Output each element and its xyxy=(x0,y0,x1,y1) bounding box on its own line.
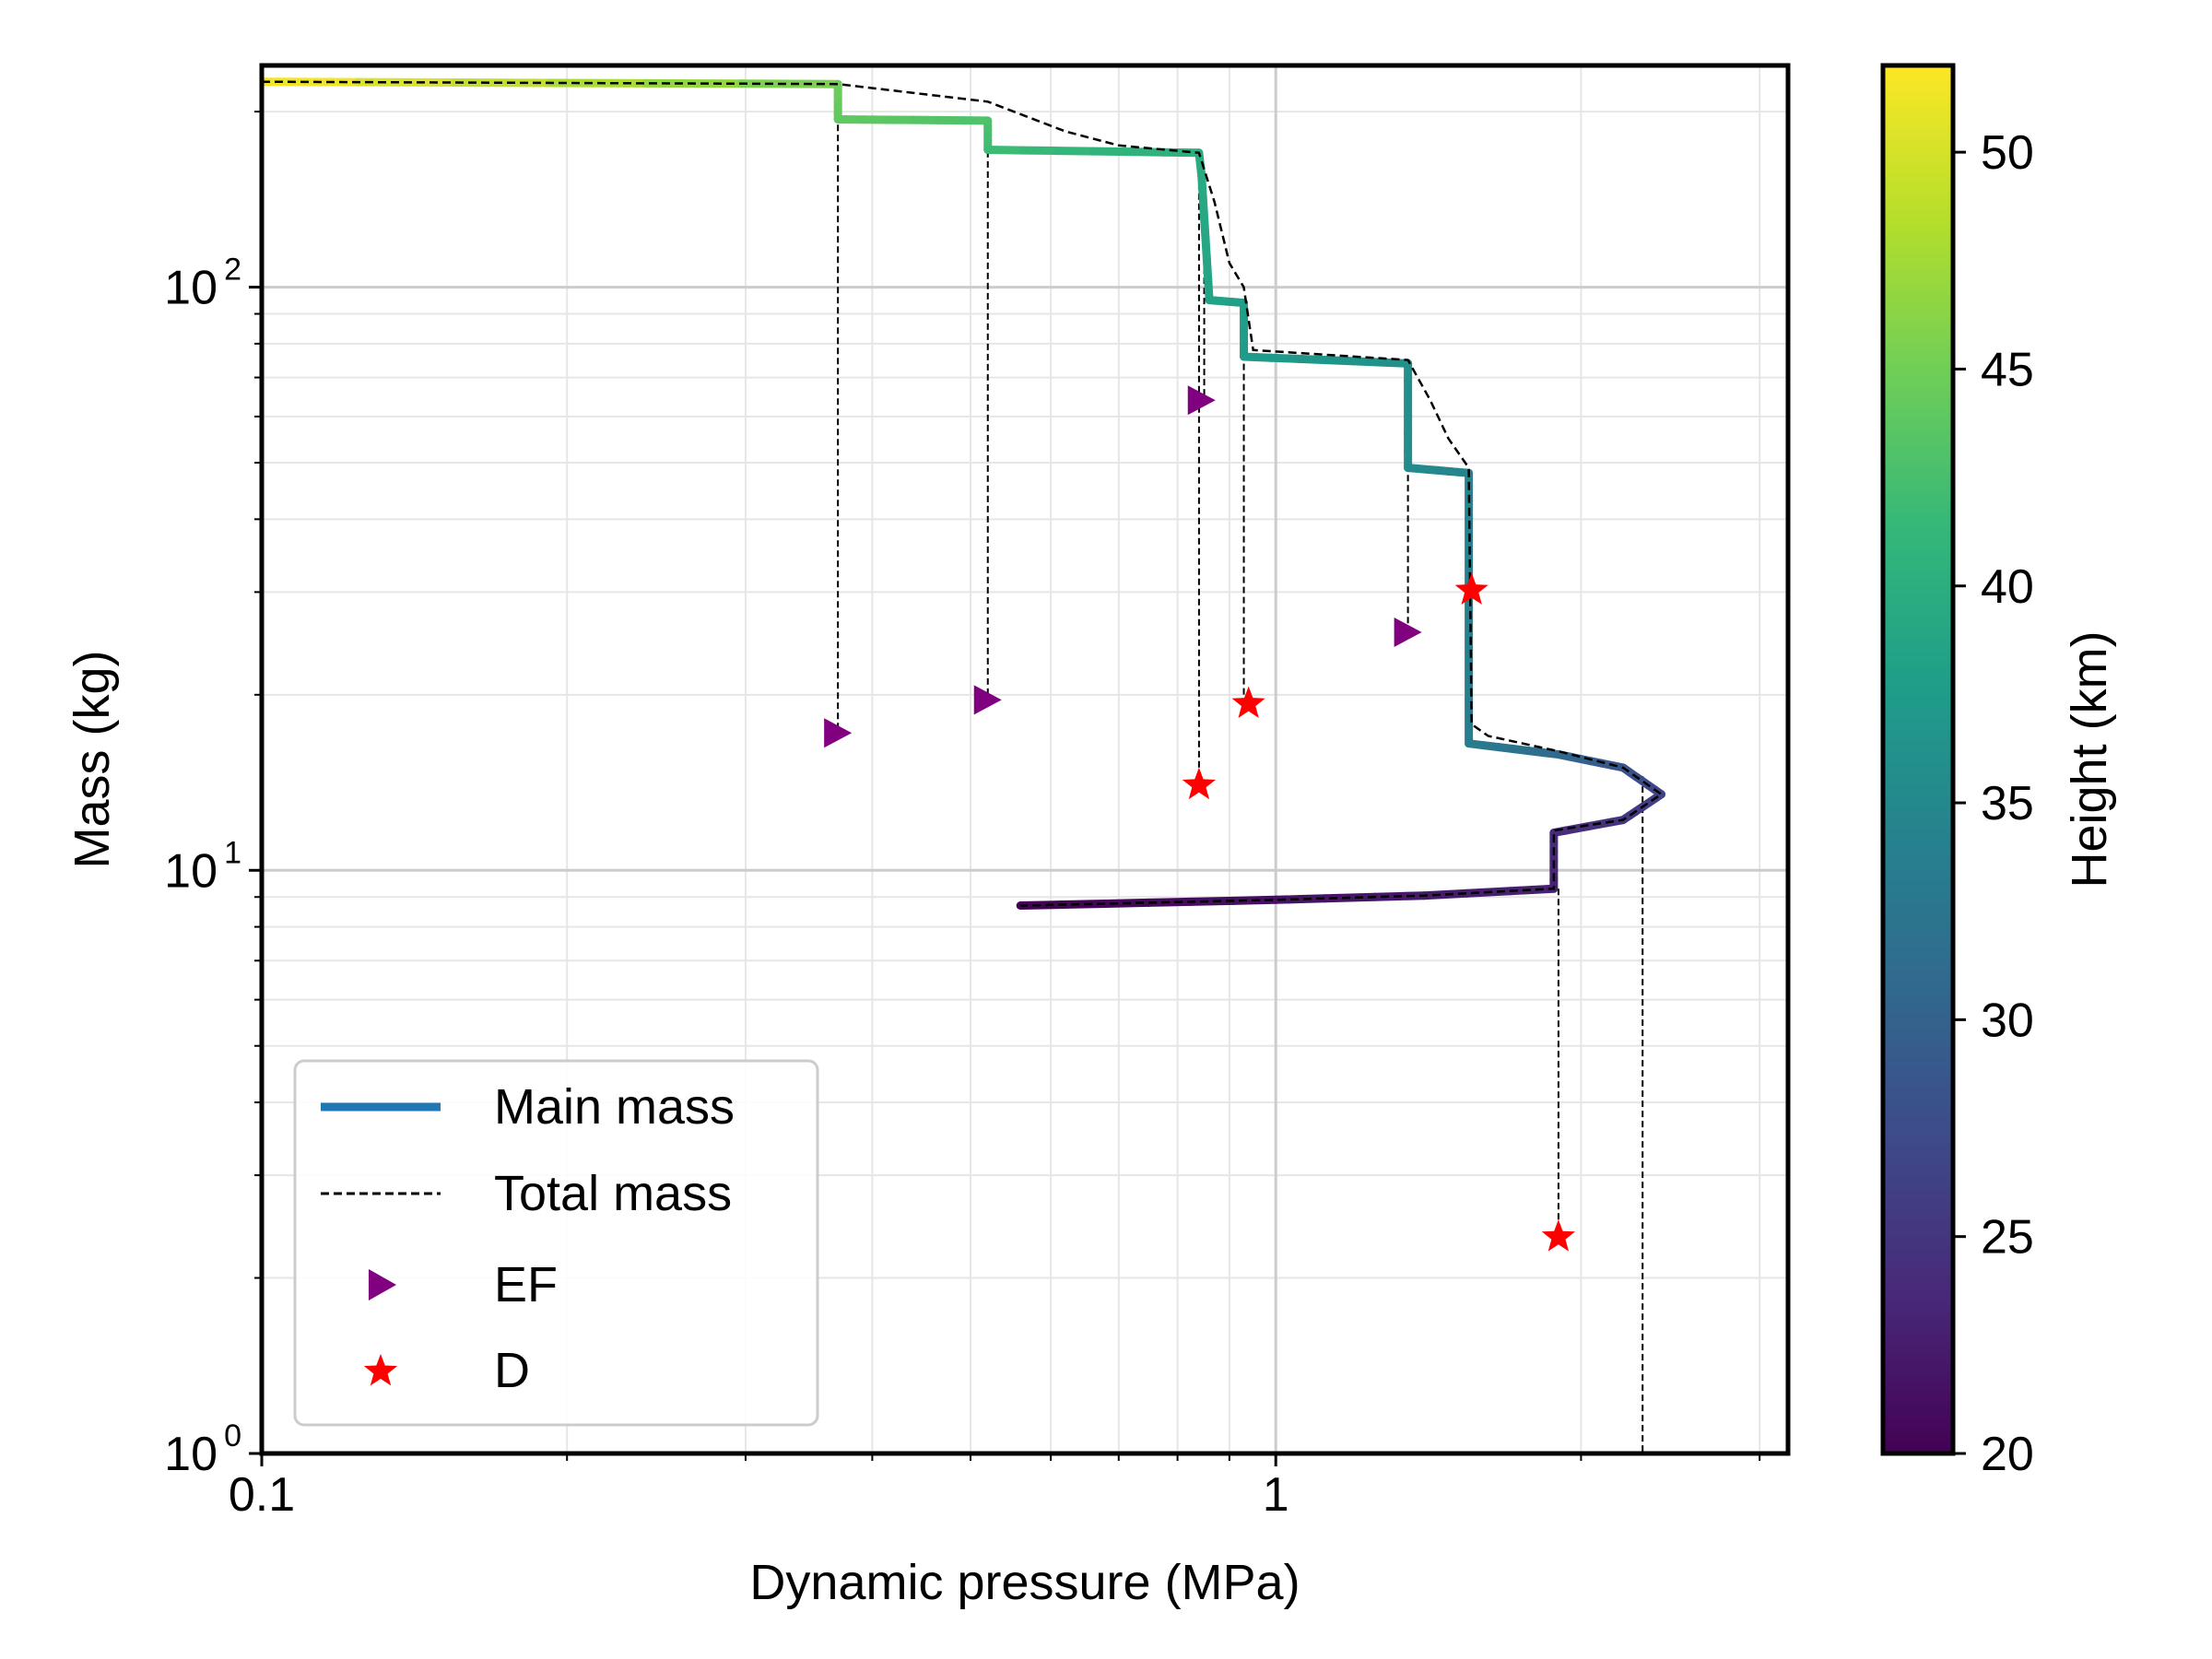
legend-main-mass-label: Main mass xyxy=(494,1079,735,1135)
d-marker xyxy=(1182,767,1216,800)
colorbar-frame xyxy=(1880,63,1956,1456)
y-tick-label: 10 xyxy=(164,262,218,315)
grid xyxy=(262,65,1788,1453)
y-tick-label: 10 xyxy=(164,1428,218,1481)
total-mass-line xyxy=(262,80,1664,907)
y-tick-exponent: 2 xyxy=(224,253,241,288)
colorbar: 20 25 30 35 40 45 50 Height (km) xyxy=(1880,63,2117,1481)
colorbar-tick-label: 35 xyxy=(1981,777,2034,830)
main-mass-segment xyxy=(1088,147,1134,157)
y-tick-exponent: 0 xyxy=(224,1418,241,1453)
main-mass-segment xyxy=(1053,147,1098,156)
legend-ef-marker xyxy=(369,1269,396,1300)
colorbar-tick-label: 40 xyxy=(1981,560,2034,614)
legend-ef-label: EF xyxy=(494,1257,558,1312)
legend-d-label: D xyxy=(494,1343,530,1398)
x-axis-label: Dynamic pressure (MPa) xyxy=(749,1555,1300,1610)
legend: Main mass Total mass EF D xyxy=(293,1059,819,1427)
colorbar-gradient xyxy=(1883,65,1953,1453)
colorbar-tick-label: 25 xyxy=(1981,1211,2034,1265)
colorbar-label: Height (km) xyxy=(2062,630,2117,888)
plot-frame xyxy=(259,63,1791,1456)
main-mass-segment xyxy=(1240,352,1276,362)
y-tick-label: 10 xyxy=(164,844,218,898)
main-mass-segment xyxy=(1159,147,1204,158)
x-tick-label: 1 xyxy=(1263,1468,1289,1522)
main-mass-segment xyxy=(1018,146,1063,156)
legend-d-marker xyxy=(363,1354,398,1386)
main-mass-segment xyxy=(1376,358,1413,368)
colorbar-tick-label: 50 xyxy=(1981,126,2034,180)
ef-marker xyxy=(973,685,1002,715)
d-marker xyxy=(1454,572,1488,605)
main-mass-segment xyxy=(1266,353,1303,363)
y-tick-exponent: 1 xyxy=(224,835,241,870)
ef-marker xyxy=(1394,617,1422,647)
y-axis-label: Mass (kg) xyxy=(65,650,120,868)
d-marker xyxy=(1231,686,1265,718)
colorbar-tick-label: 20 xyxy=(1981,1428,2034,1481)
ef-marker xyxy=(824,718,853,748)
main-mass-segment xyxy=(1348,357,1385,367)
main-mass-segment xyxy=(983,146,1028,155)
ef-marker xyxy=(1187,385,1216,416)
x-tick-label: 0.1 xyxy=(229,1468,295,1522)
colorbar-ticks: 20 25 30 35 40 45 50 xyxy=(1953,126,2034,1481)
legend-frame xyxy=(293,1059,819,1427)
total-mass-series xyxy=(262,80,1664,907)
event-markers xyxy=(824,385,1575,1252)
main-mass-segment xyxy=(1124,147,1169,157)
main-mass-segment xyxy=(1322,356,1358,366)
d-marker xyxy=(1541,1219,1575,1252)
legend-total-mass-label: Total mass xyxy=(494,1166,732,1221)
colorbar-tick-label: 45 xyxy=(1981,343,2034,396)
colorbar-tick-label: 30 xyxy=(1981,994,2034,1047)
